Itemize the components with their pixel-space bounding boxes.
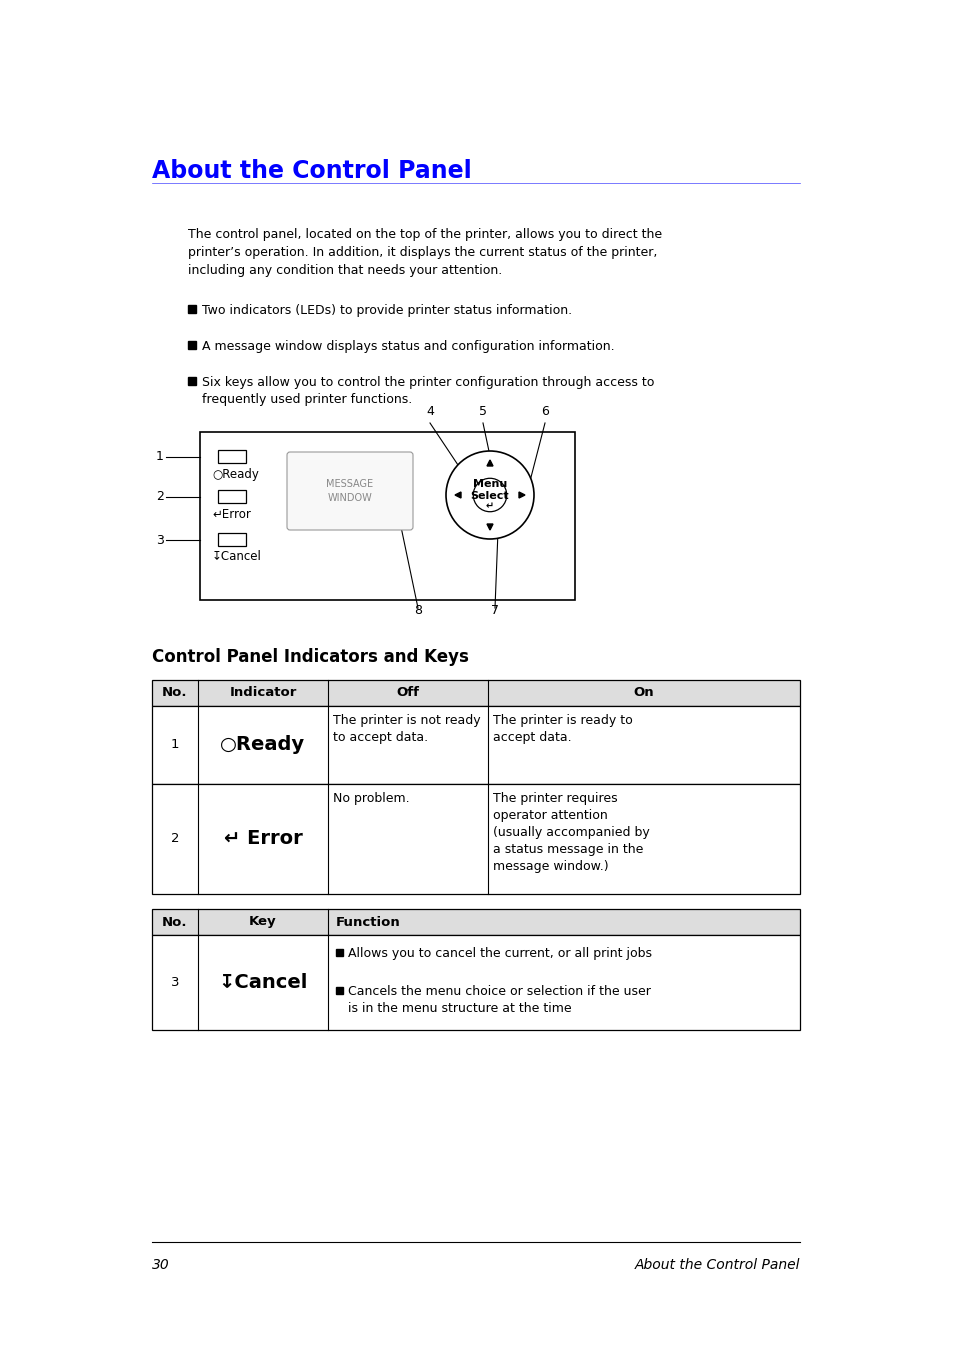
Text: 30: 30: [152, 1258, 170, 1273]
Text: Indicator: Indicator: [229, 686, 296, 700]
Text: About the Control Panel: About the Control Panel: [634, 1258, 800, 1273]
Text: 3: 3: [156, 534, 164, 547]
Polygon shape: [455, 492, 460, 499]
Text: 2: 2: [156, 490, 164, 504]
Bar: [188, 305, 195, 313]
Text: No.: No.: [162, 686, 188, 700]
Text: Two indicators (LEDs) to provide printer status information.: Two indicators (LEDs) to provide printer…: [202, 304, 572, 317]
Text: 4: 4: [426, 405, 434, 417]
Text: ↵: ↵: [485, 501, 494, 511]
Text: Allows you to cancel the current, or all print jobs: Allows you to cancel the current, or all…: [348, 947, 651, 961]
Text: 6: 6: [540, 405, 548, 417]
Text: ○Ready: ○Ready: [212, 467, 258, 481]
Polygon shape: [486, 524, 493, 530]
Text: The printer requires
operator attention
(usually accompanied by
a status message: The printer requires operator attention …: [493, 792, 649, 873]
Bar: [152, 909, 800, 935]
Text: ○Ready: ○Ready: [220, 735, 305, 754]
Text: Cancels the menu choice or selection if the user
is in the menu structure at the: Cancels the menu choice or selection if …: [348, 985, 650, 1015]
Text: 2: 2: [171, 832, 179, 846]
Text: Key: Key: [249, 916, 276, 928]
Bar: [335, 988, 343, 994]
Text: The printer is not ready
to accept data.: The printer is not ready to accept data.: [333, 713, 480, 744]
Bar: [200, 432, 575, 600]
Bar: [152, 680, 800, 707]
Bar: [218, 450, 246, 463]
Polygon shape: [518, 492, 524, 499]
Text: 7: 7: [491, 604, 498, 617]
Text: ↧Cancel: ↧Cancel: [218, 973, 308, 992]
Text: 1: 1: [171, 739, 179, 751]
Bar: [335, 948, 343, 957]
Bar: [152, 784, 800, 894]
Circle shape: [473, 478, 506, 512]
Text: A message window displays status and configuration information.: A message window displays status and con…: [202, 340, 614, 353]
FancyBboxPatch shape: [287, 453, 413, 530]
Bar: [152, 707, 800, 784]
Text: Off: Off: [396, 686, 419, 700]
Bar: [152, 935, 800, 1029]
Text: ↵Error: ↵Error: [212, 508, 251, 521]
Text: No.: No.: [162, 916, 188, 928]
Text: Six keys allow you to control the printer configuration through access to
freque: Six keys allow you to control the printe…: [202, 376, 654, 407]
Text: On: On: [633, 686, 654, 700]
Text: The control panel, located on the top of the printer, allows you to direct the
p: The control panel, located on the top of…: [188, 228, 661, 277]
Text: MESSAGE
WINDOW: MESSAGE WINDOW: [326, 478, 374, 504]
Text: Control Panel Indicators and Keys: Control Panel Indicators and Keys: [152, 648, 468, 666]
Bar: [188, 377, 195, 385]
Bar: [218, 490, 246, 503]
Text: Function: Function: [335, 916, 400, 928]
Text: 5: 5: [478, 405, 486, 417]
Bar: [188, 340, 195, 349]
Text: About the Control Panel: About the Control Panel: [152, 159, 471, 182]
Text: 8: 8: [414, 604, 421, 617]
Polygon shape: [486, 459, 493, 466]
Text: No problem.: No problem.: [333, 792, 409, 805]
Circle shape: [446, 451, 534, 539]
Text: 3: 3: [171, 975, 179, 989]
Text: Menu
Select: Menu Select: [470, 478, 509, 501]
Text: ↧Cancel: ↧Cancel: [212, 550, 262, 563]
Text: 1: 1: [156, 450, 164, 463]
Text: The printer is ready to
accept data.: The printer is ready to accept data.: [493, 713, 632, 744]
Text: ↵ Error: ↵ Error: [223, 830, 302, 848]
Bar: [218, 534, 246, 546]
